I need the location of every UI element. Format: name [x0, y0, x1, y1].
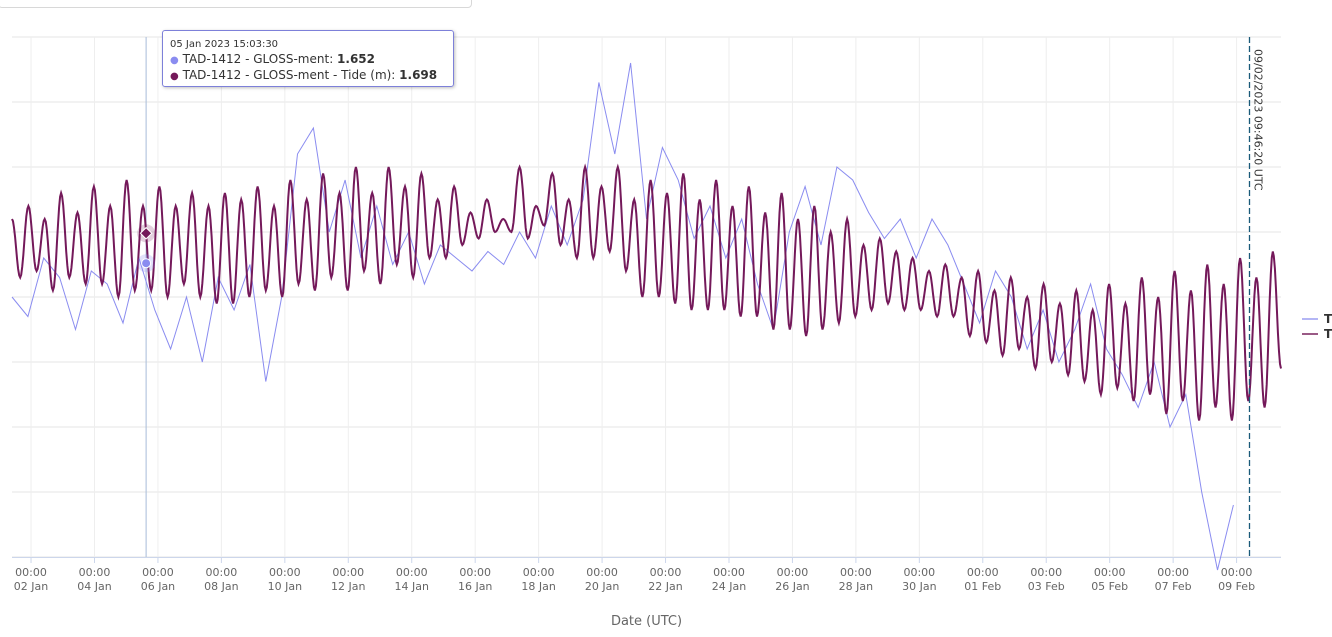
x-tick-date: 22 Jan	[648, 580, 682, 593]
legend-label: T	[1324, 326, 1332, 341]
x-tick-date: 20 Jan	[585, 580, 619, 593]
x-tick-time: 00:00	[903, 566, 935, 579]
x-tick-time: 00:00	[1157, 566, 1189, 579]
x-axis-title: Date (UTC)	[611, 614, 682, 629]
tooltip: 05 Jan 2023 15:03:30 ● TAD-1412 - GLOSS-…	[162, 30, 454, 87]
x-tick-time: 00:00	[269, 566, 301, 579]
x-tick-date: 01 Feb	[964, 580, 1001, 593]
series-dot-icon: ●	[170, 55, 179, 66]
x-tick-date: 30 Jan	[902, 580, 936, 593]
x-tick-time: 00:00	[142, 566, 174, 579]
hover-marker-measurement	[141, 258, 152, 269]
series-line-tide	[11, 163, 1282, 421]
x-tick-date: 18 Jan	[521, 580, 555, 593]
x-tick-time: 00:00	[332, 566, 364, 579]
x-tick-time: 00:00	[1030, 566, 1062, 579]
x-tick-time: 00:00	[713, 566, 745, 579]
legend: T T	[1302, 311, 1332, 341]
x-tick-time: 00:00	[967, 566, 999, 579]
legend-label: T	[1324, 311, 1332, 326]
plot-line-label: 09/02/2023 09:46:20 UTC	[1251, 49, 1264, 191]
tooltip-value: 1.652	[337, 52, 376, 66]
x-tick-date: 03 Feb	[1028, 580, 1065, 593]
x-tick-time: 00:00	[840, 566, 872, 579]
hover-marker-tide	[139, 226, 153, 240]
x-tick-date: 12 Jan	[331, 580, 365, 593]
tooltip-time: 05 Jan 2023 15:03:30	[170, 39, 279, 50]
x-tick-date: 07 Feb	[1155, 580, 1192, 593]
x-tick-date: 24 Jan	[712, 580, 746, 593]
legend-item-measurement[interactable]: T	[1302, 311, 1332, 326]
tooltip-row-tide: ● TAD-1412 - GLOSS-ment - Tide (m): 1.69…	[170, 68, 453, 84]
tooltip-row-measurement: ● TAD-1412 - GLOSS-ment: 1.652	[170, 52, 453, 68]
x-tick-date: 04 Jan	[77, 580, 111, 593]
x-tick-date: 02 Jan	[14, 580, 48, 593]
x-tick-date: 06 Jan	[141, 580, 175, 593]
x-tick-time: 00:00	[79, 566, 111, 579]
x-tick-date: 28 Jan	[839, 580, 873, 593]
x-tick-time: 00:00	[1094, 566, 1126, 579]
series-dot-icon: ●	[170, 71, 179, 82]
x-tick-date: 16 Jan	[458, 580, 492, 593]
legend-swatch	[1302, 332, 1318, 335]
x-tick-time: 00:00	[650, 566, 682, 579]
x-tick-date: 14 Jan	[395, 580, 429, 593]
x-tick-time: 00:00	[206, 566, 238, 579]
x-tick-time: 00:00	[459, 566, 491, 579]
tooltip-label: TAD-1412 - GLOSS-ment:	[182, 52, 338, 66]
x-tick-date: 09 Feb	[1218, 580, 1255, 593]
x-tick-date: 10 Jan	[268, 580, 302, 593]
x-tick-time: 00:00	[1221, 566, 1253, 579]
x-tick-time: 00:00	[777, 566, 809, 579]
tooltip-value: 1.698	[399, 68, 438, 82]
x-tick-time: 00:00	[523, 566, 555, 579]
legend-item-tide[interactable]: T	[1302, 326, 1332, 341]
x-tick-time: 00:00	[396, 566, 428, 579]
tooltip-label: TAD-1412 - GLOSS-ment - Tide (m):	[182, 68, 400, 82]
x-tick-time: 00:00	[586, 566, 618, 579]
legend-swatch	[1302, 317, 1318, 320]
x-tick-time: 00:00	[15, 566, 47, 579]
x-tick-date: 26 Jan	[775, 580, 809, 593]
top-input-box[interactable]	[0, 0, 472, 8]
series-line-measurement	[11, 62, 1234, 571]
x-tick-date: 05 Feb	[1091, 580, 1128, 593]
x-tick-date: 08 Jan	[204, 580, 238, 593]
